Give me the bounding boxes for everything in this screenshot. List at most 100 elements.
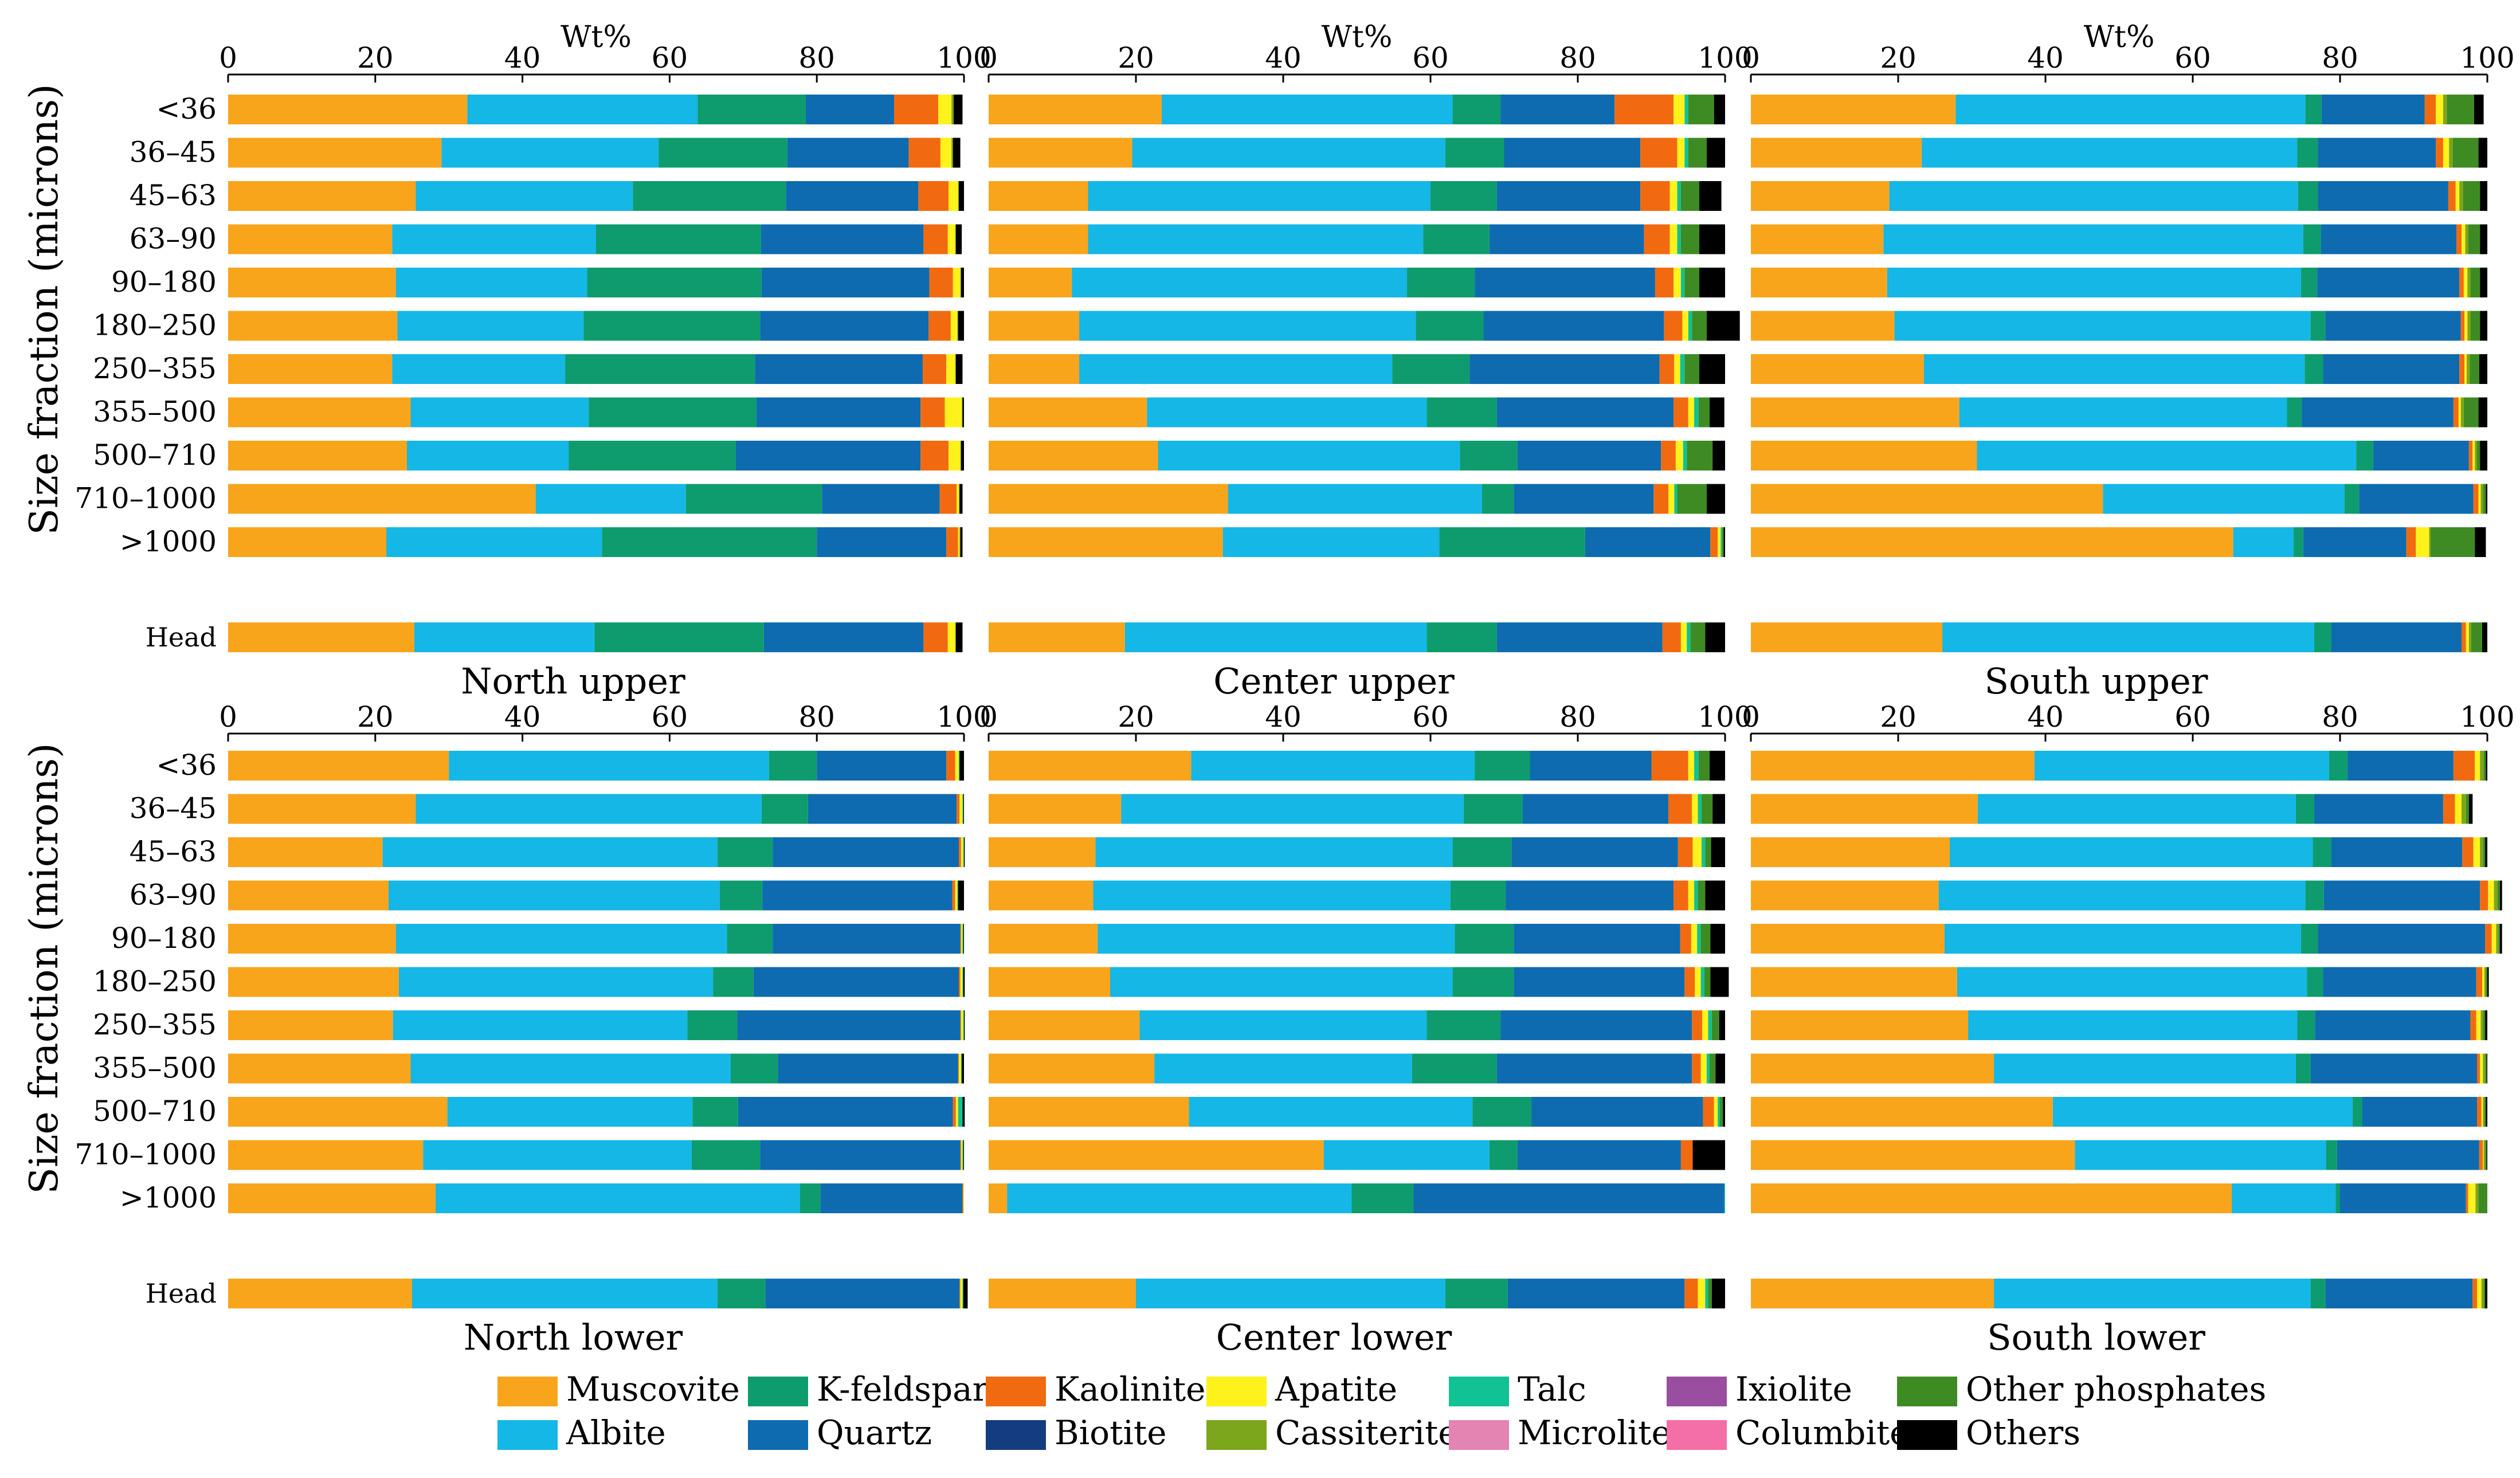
bar-albite: [1323, 1140, 1490, 1170]
bar-other-phosphates: [2497, 880, 2500, 911]
bar-cassiterite: [2481, 1279, 2484, 1309]
bar-apatite: [957, 484, 959, 514]
bar-others: [2485, 1010, 2487, 1040]
bar-albite: [1977, 794, 2296, 824]
legend-item-biotite: Biotite: [986, 1413, 1167, 1452]
bar-kaolinite: [1651, 751, 1688, 781]
bar-other-phosphates: [1692, 311, 1707, 341]
bar-other-phosphates: [2478, 1183, 2487, 1213]
bar-row-lt36: [1751, 751, 2487, 781]
bar-row-355-500: [1751, 1053, 2487, 1084]
bar-row-gt1000: [228, 1183, 964, 1213]
bar-row-gt1000: [1751, 527, 2486, 557]
bar-k-feldspar: [583, 311, 761, 341]
bar-other-phosphates: [2470, 354, 2479, 384]
bar-others: [2485, 837, 2487, 867]
x-tick-label: 60: [2174, 700, 2211, 734]
category-label: 36–45: [130, 792, 217, 825]
bar-muscovite: [1751, 837, 1950, 867]
bar-kaolinite: [1640, 181, 1670, 211]
bar-apatite: [1702, 1010, 1708, 1040]
bar-others: [1706, 138, 1725, 168]
bar-quartz: [2303, 527, 2407, 557]
bar-apatite: [1691, 924, 1698, 954]
bar-cassiterite: [2483, 1140, 2486, 1170]
x-tick-label: 100: [936, 700, 991, 734]
bar-albite: [1228, 484, 1482, 514]
panel-north-upper: 0 20 40 60 80 100 Wt% <36 36–45 45–63 63–90 90–180 1…: [75, 20, 991, 702]
bar-k-feldspar: [569, 441, 736, 471]
bar-kaolinite: [1684, 1279, 1698, 1309]
x-tick-label: 0: [219, 41, 237, 75]
bar-k-feldspar: [2352, 1097, 2362, 1127]
bar-albite: [1154, 1053, 1412, 1084]
bar-talc: [957, 880, 958, 911]
bar-other-phosphates: [2483, 1279, 2486, 1309]
bar-row-500-710: [1751, 441, 2487, 471]
bar-k-feldspar: [1475, 751, 1530, 781]
bar-talc: [962, 794, 963, 824]
bar-k-feldspar: [2295, 794, 2315, 824]
bar-cassiterite: [2483, 1053, 2486, 1084]
bar-k-feldspar: [687, 1010, 738, 1040]
bar-albite: [1088, 181, 1431, 211]
bar-kaolinite: [2453, 751, 2475, 781]
bar-k-feldspar: [2297, 138, 2318, 168]
bar-talc: [962, 1140, 963, 1170]
x-tick-label: 80: [798, 700, 835, 734]
bar-k-feldspar: [2305, 354, 2323, 384]
bar-apatite: [955, 1097, 958, 1127]
bar-kaolinite: [1674, 397, 1688, 428]
bar-muscovite: [1751, 354, 1924, 384]
bar-k-feldspar: [685, 484, 822, 514]
bar-muscovite: [1751, 1053, 1994, 1084]
bar-albite: [436, 1183, 800, 1213]
bar-k-feldspar: [2310, 1279, 2326, 1309]
bar-muscovite: [989, 1010, 1140, 1040]
panel-south-upper: 0 20 40 60 80 100 Wt% South upper: [1742, 20, 2515, 702]
bar-talc: [1706, 1053, 1710, 1084]
bar-quartz: [2325, 311, 2461, 341]
bar-other-phosphates: [2483, 1010, 2486, 1040]
bar-quartz: [1496, 397, 1674, 428]
bar-kaolinite: [928, 311, 951, 341]
bar-apatite: [2481, 1097, 2483, 1127]
bar-row-head: [1751, 1279, 2487, 1309]
bar-talc: [1683, 441, 1687, 471]
bar-others: [963, 924, 964, 954]
legend-item-talc: Talc: [1449, 1370, 1586, 1409]
bar-other-phosphates: [2477, 441, 2480, 471]
bar-k-feldspar: [1351, 1183, 1414, 1213]
bar-other-phosphates: [1680, 181, 1700, 211]
bar-others: [1723, 527, 1725, 557]
bar-others: [958, 311, 964, 341]
legend-label: Cassiterite: [1275, 1413, 1458, 1452]
bar-quartz: [1469, 354, 1660, 384]
bar-albite: [414, 622, 595, 653]
x-tick-label: 40: [504, 700, 541, 734]
bar-quartz: [1496, 622, 1663, 653]
bar-others: [961, 441, 964, 471]
bar-row-gt1000: [989, 1183, 1725, 1213]
bar-talc: [1697, 924, 1701, 954]
bar-others: [963, 967, 965, 997]
category-label: 36–45: [130, 136, 217, 169]
bar-muscovite: [989, 751, 1192, 781]
bar-row-500-710: [228, 1097, 965, 1127]
bar-muscovite: [228, 484, 536, 514]
bar-k-feldspar: [691, 1140, 761, 1170]
bar-others: [1723, 1097, 1725, 1127]
bar-others: [1710, 924, 1725, 954]
bar-k-feldspar: [692, 1097, 738, 1127]
bar-talc: [962, 1279, 963, 1309]
bar-k-feldspar: [1439, 527, 1585, 557]
category-label: 180–250: [93, 309, 217, 342]
panel-title: Center upper: [1213, 660, 1455, 702]
bar-kaolinite: [2424, 95, 2436, 124]
bar-k-feldspar: [717, 1279, 766, 1309]
bar-kaolinite: [2459, 268, 2464, 297]
bar-talc: [1688, 311, 1692, 341]
x-tick-label: 100: [936, 41, 991, 75]
bar-albite: [382, 837, 718, 867]
bar-other-phosphates: [2466, 794, 2469, 824]
